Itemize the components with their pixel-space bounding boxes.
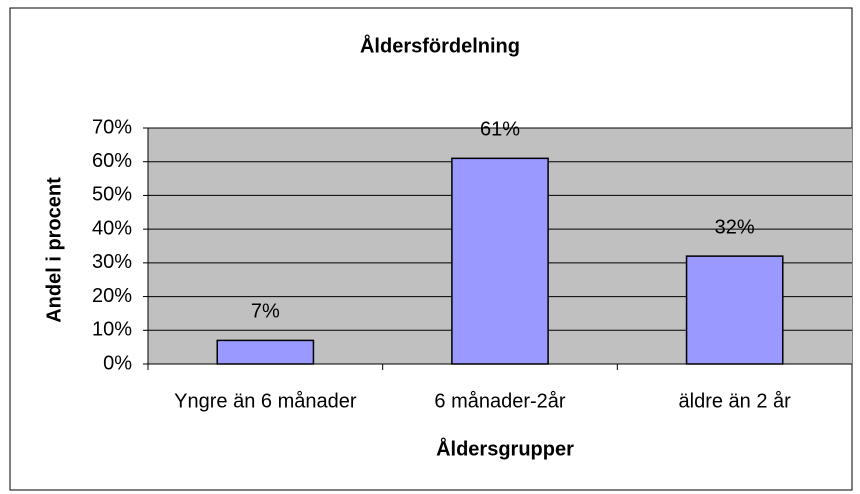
y-tick-label: 70%	[92, 116, 132, 138]
x-tick-label: äldre än 2 år	[679, 390, 792, 412]
chart-title: Åldersfördelning	[360, 33, 520, 57]
x-tick-label: 6 månader-2år	[434, 390, 566, 412]
y-tick-label: 30%	[92, 251, 132, 273]
data-label: 32%	[715, 216, 755, 238]
y-tick-label: 40%	[92, 217, 132, 239]
y-axis-label: Andel i procent	[43, 177, 65, 323]
data-label: 61%	[480, 119, 520, 141]
y-tick-label: 50%	[92, 184, 132, 206]
y-tick-label: 0%	[103, 352, 132, 374]
bar	[451, 157, 549, 365]
y-tick-label: 10%	[92, 319, 132, 341]
x-tick-label: Yngre än 6 månader	[174, 390, 357, 412]
data-label: 7%	[251, 301, 280, 323]
y-tick-label: 60%	[92, 150, 132, 172]
bar	[216, 339, 315, 365]
bar	[685, 255, 784, 365]
x-axis-label: Åldersgrupper	[436, 436, 574, 460]
y-tick-label: 20%	[92, 285, 132, 307]
